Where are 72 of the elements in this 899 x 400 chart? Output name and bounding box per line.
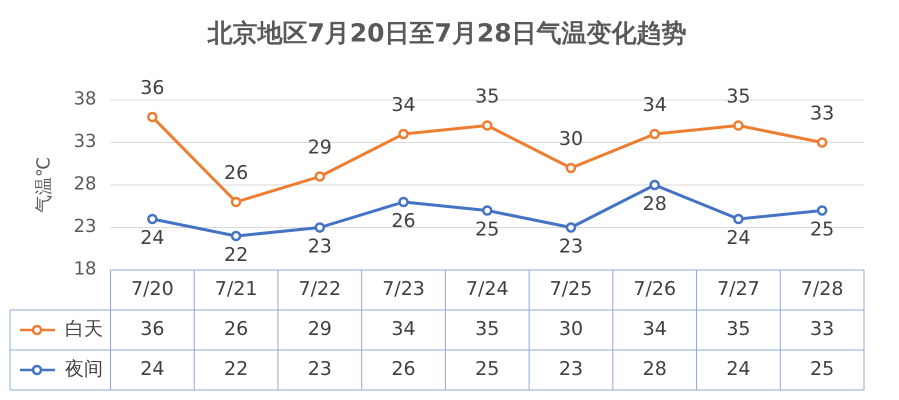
data-label: 24	[726, 358, 751, 380]
y-tick-label: 33	[74, 131, 97, 152]
point	[482, 205, 492, 216]
point	[147, 214, 158, 224]
point	[816, 205, 828, 216]
point	[230, 196, 242, 208]
annotation: 34	[391, 94, 416, 116]
annotation: 24	[726, 226, 751, 249]
annotation: 28	[642, 192, 667, 215]
annotation: 24	[140, 226, 164, 249]
x-tick-label: 7/28	[800, 278, 844, 300]
annotation: 35	[475, 85, 500, 108]
point	[230, 230, 242, 242]
x-tick-label: 7/21	[214, 278, 258, 300]
annotation: 23	[308, 235, 332, 258]
annotation: 23	[558, 235, 584, 258]
data-label: 30	[558, 318, 584, 340]
data-label: 24	[140, 358, 164, 380]
annotation: 26	[224, 162, 248, 184]
y-tick-label: 23	[74, 216, 97, 238]
data-label: 36	[140, 318, 164, 340]
y-axis-title: 气温℃	[33, 156, 54, 214]
annotation: 36	[140, 76, 164, 99]
annotation: 35	[726, 85, 751, 108]
data-label: 26	[224, 318, 248, 340]
x-tick-label: 7/27	[717, 278, 760, 300]
point	[566, 222, 576, 233]
point	[649, 128, 660, 140]
data-label: 35	[475, 318, 500, 340]
data-label: 25	[475, 358, 500, 380]
point	[147, 112, 158, 122]
annotation: 26	[391, 210, 416, 232]
y-tick-label: 38	[74, 88, 97, 110]
annotation: 29	[308, 136, 332, 158]
x-tick-label: 7/25	[550, 278, 592, 300]
legend-label: 白天	[65, 318, 103, 340]
annotation: 22	[224, 244, 248, 266]
point	[314, 222, 326, 233]
data-label: 28	[642, 358, 667, 380]
point	[816, 137, 828, 148]
point	[566, 162, 576, 174]
point	[649, 180, 660, 190]
annotation: 34	[642, 94, 667, 116]
x-tick-label: 7/20	[131, 278, 174, 300]
point	[733, 120, 744, 131]
data-label: 26	[391, 358, 416, 380]
data-label: 23	[558, 358, 584, 380]
point	[733, 214, 744, 224]
point	[398, 128, 409, 140]
x-tick-label: 7/26	[633, 278, 676, 300]
annotation: 25	[810, 218, 834, 240]
data-label: 23	[308, 358, 332, 380]
x-tick-label: 7/22	[298, 278, 342, 300]
x-tick-label: 7/23	[382, 278, 425, 300]
annotation: 33	[810, 102, 834, 124]
annotation: 25	[475, 218, 500, 240]
data-label: 22	[224, 358, 248, 380]
chart-title: 北京地区7月20日至7月28日气温变化趋势	[206, 18, 687, 48]
legend-label: 夜间	[65, 358, 103, 380]
data-label: 29	[308, 318, 332, 340]
data-label: 34	[642, 318, 667, 340]
data-label: 35	[726, 318, 751, 340]
point	[398, 196, 409, 208]
y-tick-label: 18	[74, 258, 97, 280]
data-label: 33	[810, 318, 834, 340]
data-label: 25	[810, 358, 834, 380]
point	[314, 171, 326, 182]
annotation: 30	[558, 128, 584, 150]
point	[482, 120, 492, 131]
x-tick-label: 7/24	[466, 278, 509, 300]
data-label: 34	[391, 318, 416, 340]
y-tick-label: 28	[74, 174, 97, 195]
